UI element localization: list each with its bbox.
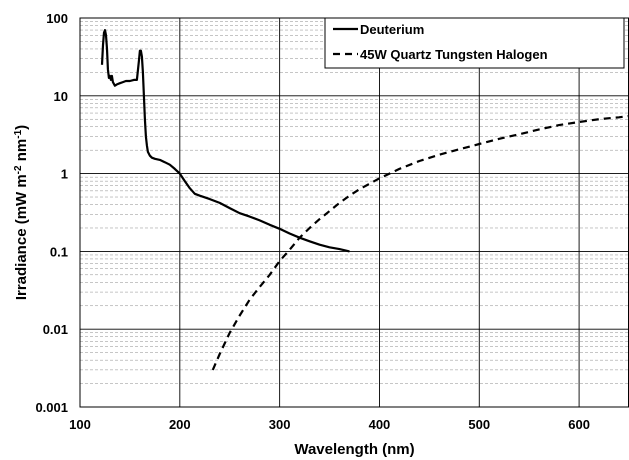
x-tick-labels: 100 200 300 400 500 600: [69, 417, 590, 432]
legend-label-deuterium: Deuterium: [360, 22, 424, 37]
y-axis-title: Irradiance (mW m-2 nm-1): [13, 125, 31, 300]
major-gridlines: [79, 17, 629, 408]
y-axis-title-sup1: -2: [13, 165, 24, 174]
plot-area-frame: [79, 17, 629, 408]
series-line-deuterium: [100, 29, 350, 253]
x-tick-label: 100: [69, 417, 91, 432]
x-tick-label: 200: [169, 417, 191, 432]
y-tick-label: 0.01: [43, 322, 68, 337]
y-axis-title-end: ): [13, 125, 30, 130]
y-tick-label: 100: [46, 11, 68, 26]
x-tick-label: 500: [468, 417, 490, 432]
x-tick-label: 400: [369, 417, 391, 432]
x-tick-label: 300: [269, 417, 291, 432]
legend: Deuterium 45W Quartz Tungsten Halogen: [324, 17, 625, 69]
series-line-halogen: [211, 114, 629, 371]
legend-box: [324, 17, 625, 69]
y-tick-label: 0.1: [50, 244, 68, 259]
y-tick-labels: 0.001 0.01 0.1 1 10 100: [35, 11, 68, 415]
legend-label-halogen: 45W Quartz Tungsten Halogen: [360, 47, 548, 62]
x-tick-label: 600: [568, 417, 590, 432]
x-axis-title: Wavelength (nm): [294, 441, 414, 458]
y-axis-title-main: Irradiance (mW m: [13, 174, 30, 300]
y-tick-label: 1: [61, 167, 68, 182]
series-layer: [100, 29, 629, 371]
y-axis-title-sup2: -1: [13, 129, 24, 138]
y-tick-label: 10: [54, 89, 68, 104]
y-axis-title-mid: nm: [13, 139, 30, 166]
y-tick-label: 0.001: [35, 400, 68, 415]
